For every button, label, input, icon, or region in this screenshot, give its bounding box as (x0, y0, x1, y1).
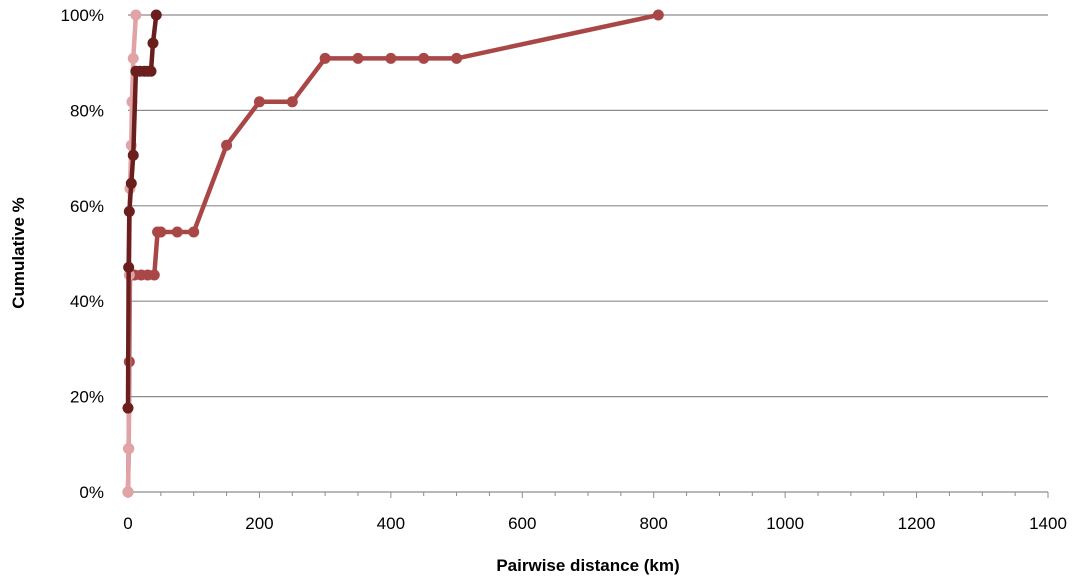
series-1-point (286, 96, 298, 108)
x-axis-title: Pairwise distance (km) (496, 556, 679, 575)
series-3-point (123, 261, 135, 273)
x-tick-label: 800 (640, 514, 668, 533)
x-tick-label: 1400 (1029, 514, 1067, 533)
x-tick-label: 600 (508, 514, 536, 533)
y-tick-label: 100% (61, 6, 104, 25)
series-3-point (147, 37, 159, 49)
y-axis-title: Cumulative % (9, 197, 28, 308)
series-2-point (123, 443, 135, 455)
x-tick-label: 400 (377, 514, 405, 533)
series-1-point (418, 52, 430, 64)
series-1-point (221, 139, 233, 151)
series-2-point (122, 486, 134, 498)
x-tick-label: 1200 (898, 514, 936, 533)
y-tick-label: 20% (70, 388, 104, 407)
series-2-point (130, 9, 142, 21)
series-3-point (127, 149, 139, 161)
series-1-point (451, 52, 463, 64)
series-3-point (123, 206, 135, 218)
series-1-line (125, 12, 661, 495)
series-group (122, 9, 664, 498)
series-1-point (253, 96, 265, 108)
x-tick-label: 1000 (766, 514, 804, 533)
series-1-point (155, 226, 167, 238)
y-tick-label: 60% (70, 197, 104, 216)
series-2 (122, 9, 142, 498)
series-2-point (127, 52, 139, 64)
x-axis-ticks: 0 200 400 600 800 1000 1200 1400 (123, 492, 1067, 533)
series-1-point (385, 52, 397, 64)
series-1-point (188, 226, 200, 238)
y-tick-label: 80% (70, 101, 104, 120)
y-axis-ticks: 0% 20% 40% 60% 80% 100% (61, 6, 104, 502)
x-tick-label: 200 (245, 514, 273, 533)
series-3-point (150, 9, 162, 21)
gridlines (128, 14, 1048, 398)
series-1 (122, 9, 664, 498)
series-1-point (148, 269, 160, 281)
series-3-point (125, 177, 137, 189)
series-1-point (319, 52, 331, 64)
y-tick-label: 40% (70, 292, 104, 311)
y-tick-label: 0% (79, 483, 104, 502)
series-3 (122, 9, 162, 414)
x-tick-label: 0 (123, 514, 132, 533)
series-1-point (652, 9, 664, 21)
series-3-point (145, 65, 157, 77)
series-1-point (352, 52, 364, 64)
series-3-point (122, 402, 134, 414)
series-1-point (171, 226, 183, 238)
